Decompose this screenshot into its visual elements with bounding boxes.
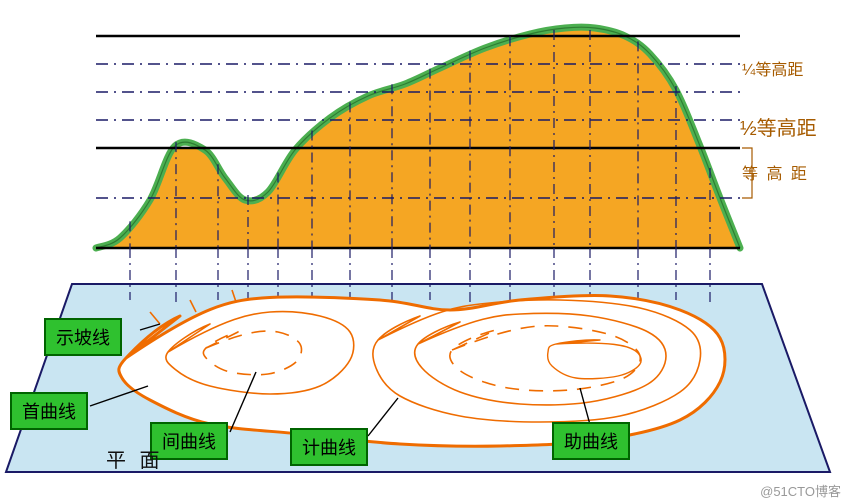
- diagram-svg: [0, 0, 847, 504]
- label-plane: 平 面: [106, 444, 164, 473]
- label-index-contour: 计曲线: [290, 428, 368, 466]
- watermark: @51CTO博客: [760, 481, 841, 500]
- label-quarter-interval: ¼等高距: [742, 56, 803, 80]
- label-full-interval: 等 高 距: [742, 160, 809, 184]
- label-first-contour: 首曲线: [10, 392, 88, 430]
- label-slope-line: 示坡线: [44, 318, 122, 356]
- label-supp-contour: 助曲线: [552, 422, 630, 460]
- label-half-interval: ½等高距: [740, 112, 817, 141]
